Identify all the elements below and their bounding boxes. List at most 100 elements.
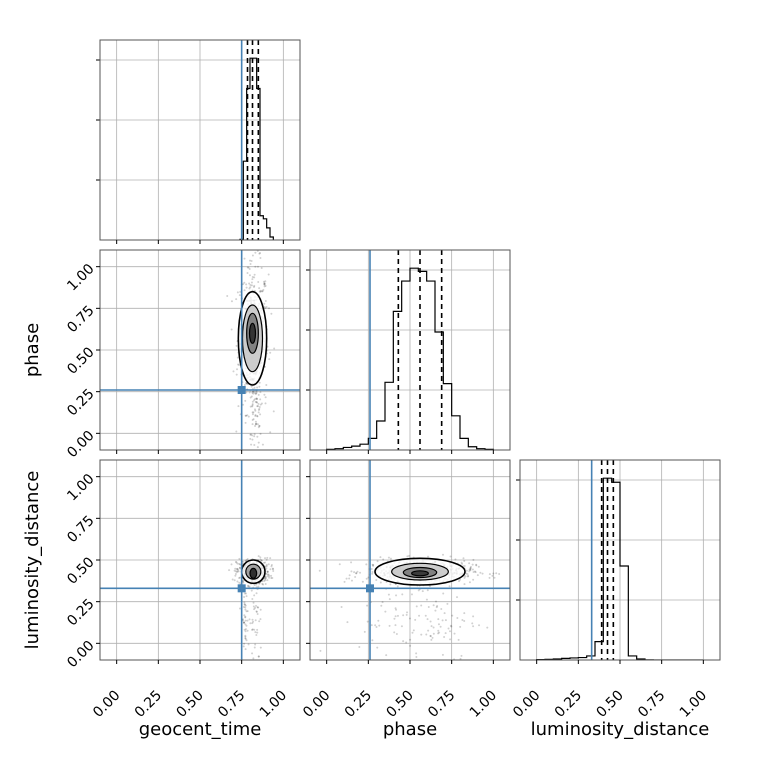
sample-point — [439, 625, 442, 628]
sample-point — [437, 632, 440, 635]
sample-point — [266, 570, 269, 573]
sample-point — [252, 418, 255, 421]
sample-point — [254, 414, 257, 417]
sample-point — [253, 594, 256, 597]
sample-point — [243, 289, 246, 292]
sample-point — [266, 571, 269, 574]
sample-point — [257, 441, 260, 444]
sample-point — [255, 392, 258, 395]
sample-point — [256, 628, 259, 631]
sample-point — [264, 582, 267, 585]
sample-point — [272, 410, 275, 413]
sample-point — [365, 577, 368, 580]
sample-point — [468, 568, 471, 571]
sample-point — [498, 573, 501, 576]
sample-point — [257, 655, 260, 658]
sample-point — [245, 610, 248, 613]
sample-point — [253, 408, 256, 411]
sample-point — [460, 561, 463, 564]
sample-point — [272, 568, 275, 571]
sample-point — [254, 423, 257, 426]
sample-point — [244, 637, 247, 640]
sample-point — [249, 437, 252, 440]
sample-point — [266, 575, 269, 578]
sample-point — [264, 565, 267, 568]
sample-point — [402, 664, 404, 666]
y-axis-label-phase: phase — [22, 323, 43, 377]
sample-point — [488, 576, 491, 579]
sample-point — [245, 382, 248, 385]
sample-point — [412, 629, 415, 632]
sample-point — [469, 569, 472, 572]
sample-point — [257, 606, 260, 609]
sample-point — [256, 606, 259, 609]
sample-point — [441, 619, 444, 622]
truth-marker — [237, 386, 246, 394]
sample-point — [394, 607, 397, 610]
panel-content — [536, 460, 704, 660]
sample-point — [253, 628, 256, 631]
sample-point — [435, 606, 438, 609]
sample-point — [252, 657, 255, 660]
sample-point — [466, 575, 469, 578]
sample-point — [248, 287, 251, 290]
x-tick-label: 0.75 — [635, 688, 668, 721]
sample-point — [249, 217, 251, 219]
sample-point — [363, 630, 366, 633]
sample-point — [253, 583, 256, 586]
sample-point — [495, 572, 498, 575]
sample-point — [381, 601, 384, 604]
sample-point — [265, 564, 268, 567]
sample-point — [451, 614, 454, 617]
sample-point — [228, 569, 231, 572]
x-tick-label: 0.25 — [132, 688, 165, 721]
sample-point — [343, 580, 346, 583]
sample-point — [253, 386, 256, 389]
x-axis-label-geocent_time: geocent_time — [139, 719, 262, 740]
sample-point — [230, 563, 233, 566]
sample-point — [371, 563, 374, 566]
sample-point — [472, 558, 475, 561]
sample-point — [243, 281, 246, 284]
sample-point — [254, 425, 257, 428]
sample-point — [236, 568, 239, 571]
sample-point — [245, 414, 248, 417]
sample-point — [251, 438, 254, 441]
sample-point — [457, 638, 460, 641]
sample-point — [246, 271, 249, 274]
sample-point — [255, 397, 258, 400]
contour-level-4 — [411, 570, 429, 577]
sample-point — [243, 621, 246, 624]
sample-point — [249, 283, 252, 286]
sample-point — [257, 281, 260, 284]
sample-point — [461, 562, 464, 565]
sample-point — [477, 565, 480, 568]
sample-point — [248, 274, 251, 277]
sample-point — [258, 290, 261, 293]
sample-point — [250, 395, 253, 398]
sample-point — [257, 655, 260, 658]
sample-point — [421, 590, 424, 593]
sample-point — [251, 278, 254, 281]
sample-point — [430, 625, 433, 628]
sample-point — [244, 421, 247, 424]
sample-point — [267, 307, 270, 310]
sample-point — [475, 563, 478, 566]
sample-point — [257, 408, 260, 411]
sample-point — [319, 649, 322, 652]
sample-point — [243, 642, 246, 645]
contour-level-4 — [248, 322, 257, 344]
sample-point — [465, 569, 468, 572]
sample-point — [254, 265, 257, 268]
sample-point — [243, 592, 246, 595]
sample-point — [465, 572, 468, 575]
sample-point — [234, 567, 237, 570]
sample-point — [434, 609, 437, 612]
sample-point — [259, 556, 262, 559]
sample-point — [468, 581, 471, 584]
sample-point — [251, 434, 254, 437]
sample-point — [238, 294, 241, 297]
sample-point — [254, 456, 256, 458]
sample-point — [245, 668, 247, 670]
sample-point — [254, 420, 257, 423]
